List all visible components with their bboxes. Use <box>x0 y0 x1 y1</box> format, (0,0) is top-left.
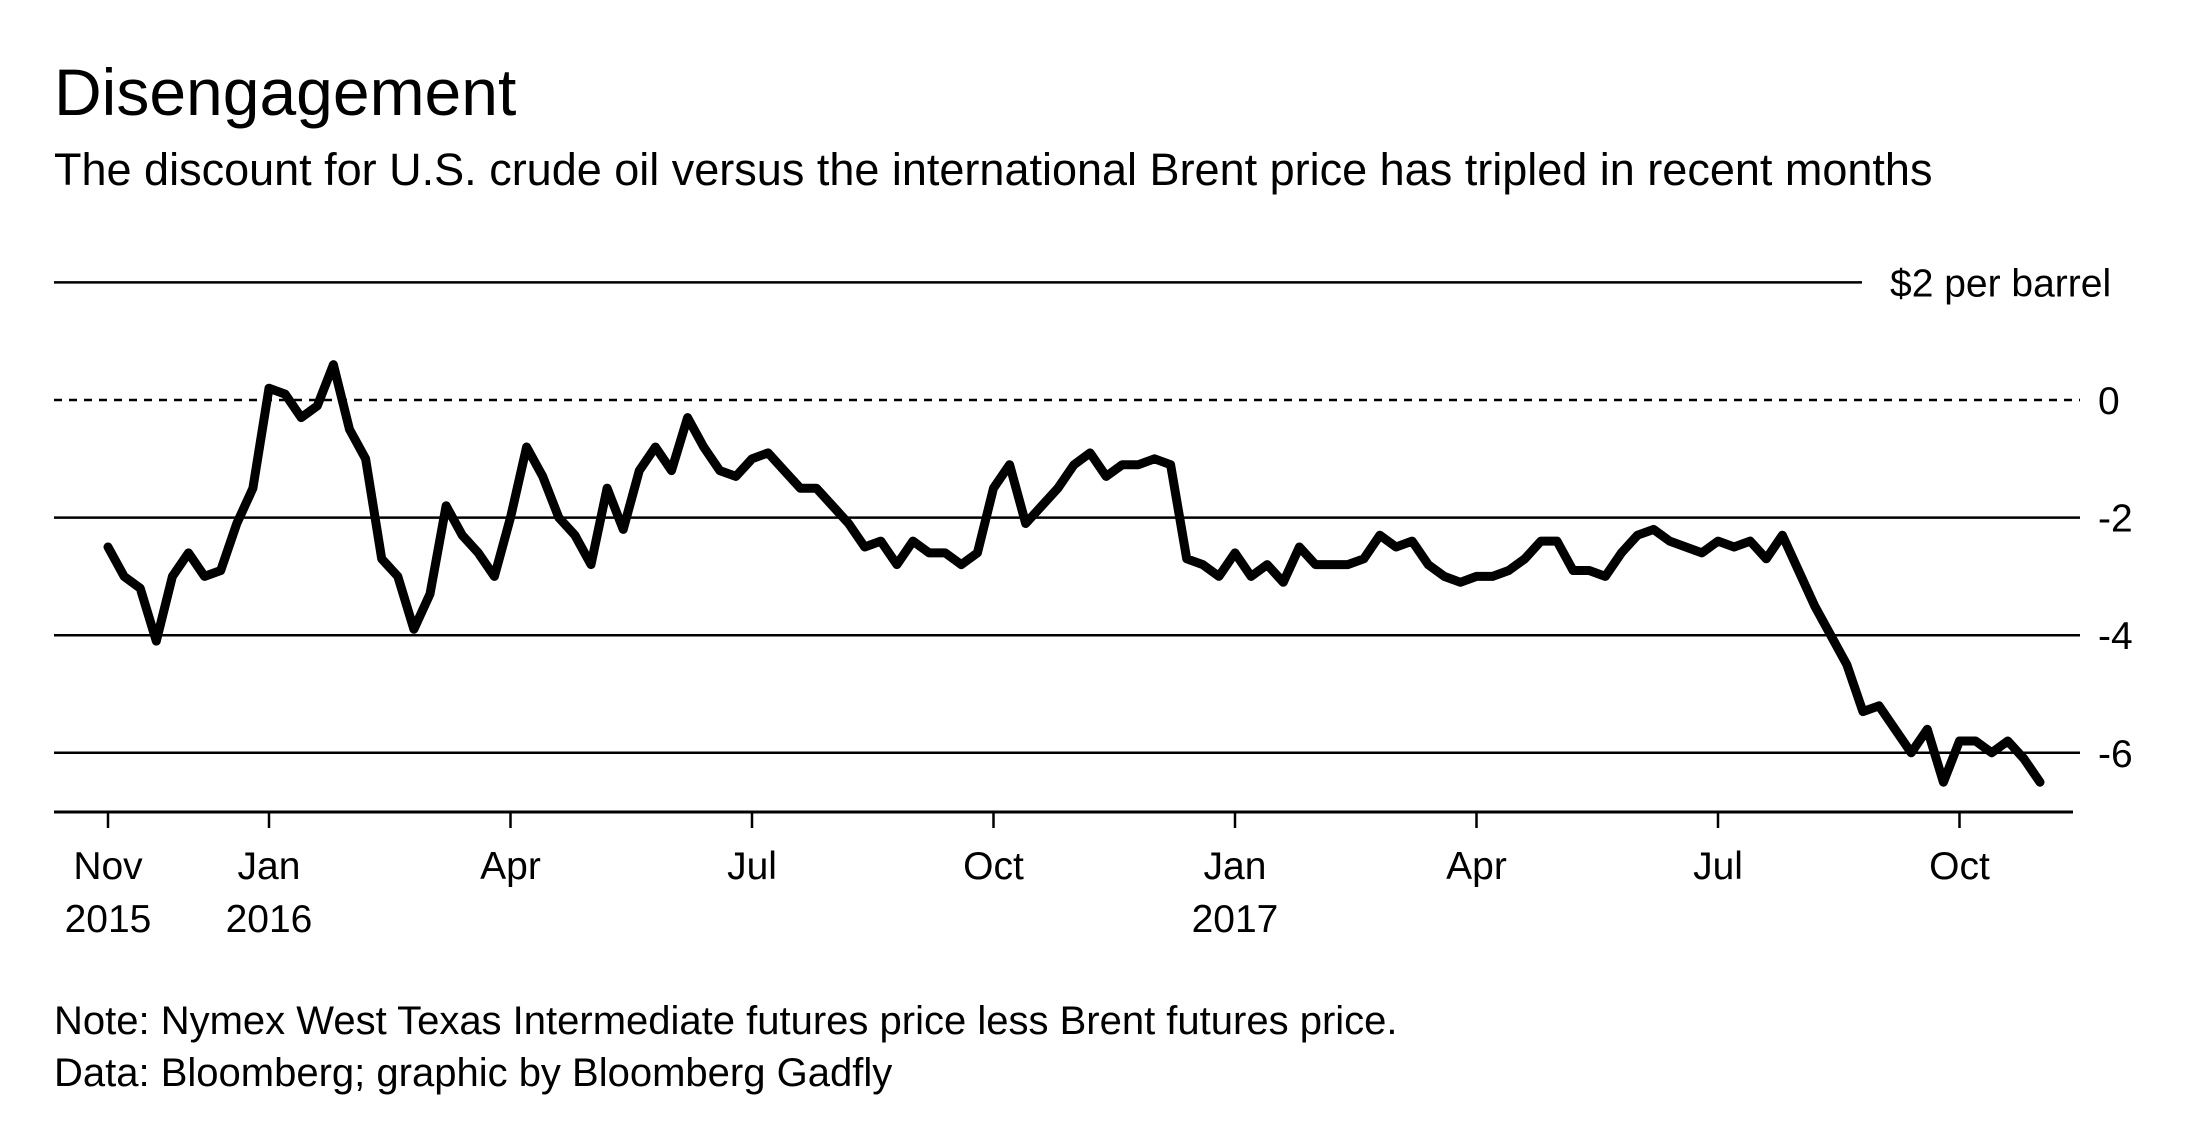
x-tick-label: Apr <box>480 845 541 888</box>
y-tick-label: -6 <box>2098 733 2133 776</box>
x-tick-label: Oct <box>963 845 1024 888</box>
notes: Note: Nymex West Texas Intermediate futu… <box>54 995 1398 1099</box>
y-tick-label: -2 <box>2098 498 2133 541</box>
y-tick-label: $2 per barrel <box>1890 262 2111 305</box>
y-tick-label: 0 <box>2098 380 2120 423</box>
source-text: Data: Bloomberg; graphic by Bloomberg Ga… <box>54 1051 893 1095</box>
x-tick-label: Apr <box>1446 845 1507 888</box>
series-line-0 <box>103 360 2045 787</box>
note-text: Note: Nymex West Texas Intermediate futu… <box>54 999 1398 1043</box>
x-tick-label: Nov <box>73 845 143 888</box>
x-tick-year-label: 2016 <box>226 898 313 941</box>
x-tick-year-label: 2015 <box>65 898 152 941</box>
x-tick-label: Jan <box>238 845 301 888</box>
x-tick-label: Jul <box>1693 845 1743 888</box>
x-tick-label: Jan <box>1204 845 1267 888</box>
series-layer <box>103 360 2045 787</box>
gridlines: $2 per barrel 0 -2 -4 -6 <box>54 262 2133 776</box>
y-tick-label: -4 <box>2098 615 2133 658</box>
chart-title: Disengagement <box>54 55 517 129</box>
x-tick-year-label: 2017 <box>1192 898 1279 941</box>
x-tick-label: Oct <box>1929 845 1990 888</box>
x-tick-label: Jul <box>727 845 777 888</box>
x-axis: Nov 2015 Jan 2016 Apr Jul Oct Jan 2017 Apr Jul Oct <box>54 810 2073 941</box>
chart-subtitle: The discount for U.S. crude oil versus t… <box>54 144 1933 195</box>
